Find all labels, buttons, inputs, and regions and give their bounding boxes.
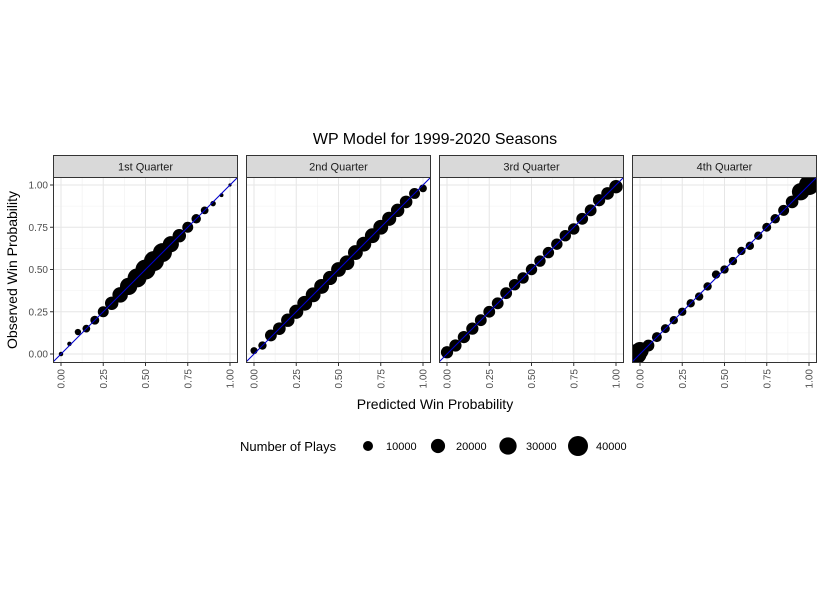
reference-line [53,177,238,363]
x-tick-label: 1.00 [419,369,430,389]
x-tick-label: 0.50 [334,369,345,389]
x-tick-label: 0.75 [376,369,387,389]
panel-border [439,177,624,363]
data-point [694,292,704,301]
x-tick-label: 0.50 [141,369,152,389]
data-point [711,270,721,279]
legend-label: 20000 [456,441,487,453]
reference-line [632,177,817,363]
x-tick-label: 0.25 [485,369,496,389]
y-tick-label: 0.00 [29,350,49,361]
data-point [609,179,623,194]
data-point [508,279,521,291]
size-legend: Number of Plays 10000 20000 30000 40000 [240,436,627,456]
facet-panel: 2nd Quarter 0.00 0.25 0.50 0.75 1.00 [246,155,431,389]
data-point [339,255,355,271]
x-tick-label: 0.25 [678,369,689,389]
legend-key [499,437,517,455]
facet-strip-label: 2nd Quarter [309,162,368,174]
x-tick-label: 0.75 [183,369,194,389]
y-tick-label: 0.50 [29,265,49,276]
panel-contents [246,177,431,363]
x-tick-label: 0.25 [99,369,110,389]
panel-border [246,177,431,363]
chart-title: WP Model for 1999-2020 Seasons [313,131,557,148]
x-tick-label: 1.00 [612,369,623,389]
data-point [500,287,513,300]
legend-key [363,441,373,451]
x-tick-label: 0.00 [443,369,454,389]
legend-title: Number of Plays [240,439,337,454]
x-tick-label: 0.00 [57,369,68,389]
facet-panel: 4th Quarter 0.00 0.25 0.50 0.75 1.00 [632,155,817,389]
legend-label: 40000 [596,441,627,453]
legend-key [568,436,588,456]
x-tick-label: 0.50 [527,369,538,389]
facet-strip-label: 4th Quarter [697,162,753,174]
x-tick-label: 0.50 [720,369,731,389]
data-point [74,328,82,336]
facet-panel: 1st Quarter 0.00 0.25 0.50 0.75 1.00 0.00 0.25 0… [29,155,238,389]
facet-strip-label: 1st Quarter [118,162,173,174]
facet-panels: 1st Quarter 0.00 0.25 0.50 0.75 1.00 0.00 0.25 0… [29,155,817,389]
panel-border [53,177,238,363]
x-tick-label: 0.75 [762,369,773,389]
data-point [592,194,606,207]
y-tick-label: 0.25 [29,307,49,318]
panel-contents [53,177,238,363]
panel-contents [439,177,624,363]
x-tick-label: 0.75 [569,369,580,389]
data-point [264,329,277,342]
legend-label: 30000 [526,441,557,453]
x-axis-title: Predicted Win Probability [357,396,513,412]
data-point [745,241,755,251]
panel-contents [632,177,817,363]
facet-panel: 3rd Quarter 0.00 0.25 0.50 0.75 1.00 [439,155,624,389]
data-point [737,246,746,256]
x-tick-label: 0.00 [636,369,647,389]
data-point [210,200,216,207]
y-tick-label: 1.00 [29,181,49,192]
y-tick-label: 0.75 [29,223,49,234]
y-axis-title: Observed Win Probability [4,191,20,349]
legend-key [430,438,446,454]
reference-line [439,177,624,363]
data-point [568,223,580,235]
data-point [440,346,454,359]
x-tick-label: 0.00 [250,369,261,389]
legend-label: 10000 [386,441,417,453]
x-tick-label: 1.00 [805,369,816,389]
data-point [250,347,258,355]
x-tick-label: 1.00 [226,369,237,389]
x-tick-label: 0.25 [292,369,303,389]
facet-strip-label: 3rd Quarter [503,162,560,174]
reference-line [246,177,431,363]
panel-border [632,177,817,363]
